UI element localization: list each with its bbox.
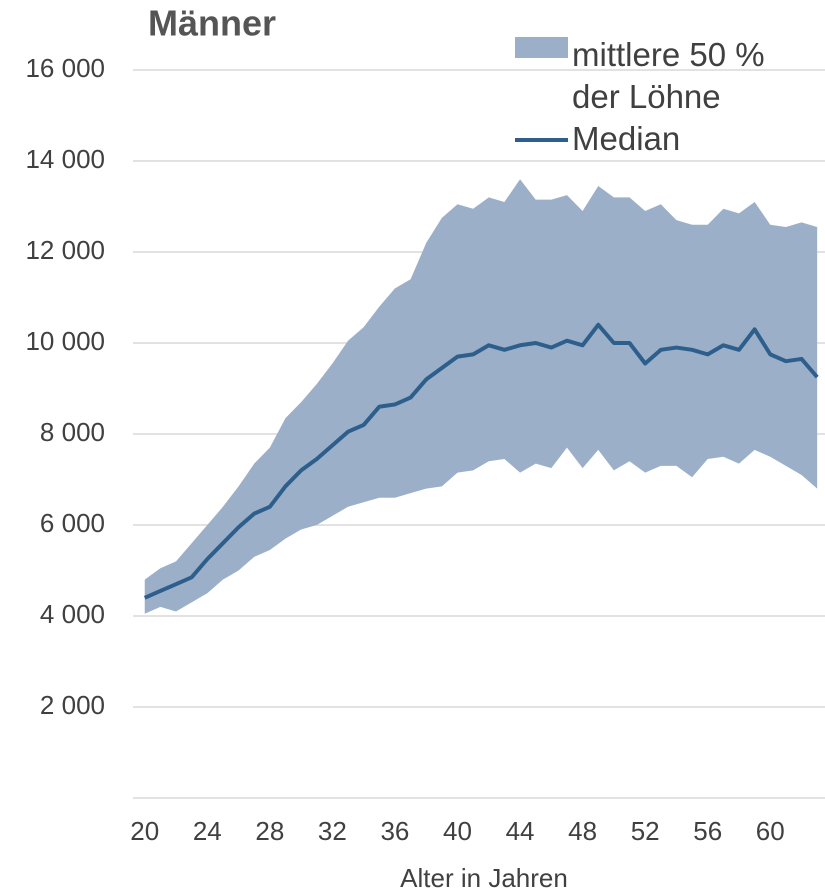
y-tick-label: 4 000 [40, 599, 105, 629]
y-tick-label: 2 000 [40, 690, 105, 720]
chart-title: Männer [148, 3, 276, 44]
x-tick-label: 36 [380, 816, 409, 846]
x-tick-label: 32 [318, 816, 347, 846]
x-tick-label: 20 [130, 816, 159, 846]
y-tick-label: 12 000 [25, 235, 105, 265]
y-tick-label: 6 000 [40, 508, 105, 538]
x-tick-label: 56 [693, 816, 722, 846]
x-tick-label: 48 [568, 816, 597, 846]
legend-label: Median [572, 120, 681, 157]
y-tick-label: 14 000 [25, 144, 105, 174]
x-tick-label: 60 [756, 816, 785, 846]
y-tick-label: 8 000 [40, 417, 105, 447]
x-axis-label: Alter in Jahren [400, 863, 568, 893]
legend-swatch-band [515, 37, 568, 58]
x-tick-label: 40 [443, 816, 472, 846]
x-tick-label: 28 [255, 816, 284, 846]
band-area [144, 179, 818, 614]
legend-label: mittlere 50 % der Löhne [572, 36, 765, 115]
x-tick-label: 44 [506, 816, 535, 846]
x-tick-label: 52 [631, 816, 660, 846]
y-tick-label: 10 000 [25, 326, 105, 356]
median-line [143, 322, 819, 600]
x-tick-label: 24 [193, 816, 222, 846]
y-tick-label: 16 000 [25, 53, 105, 83]
